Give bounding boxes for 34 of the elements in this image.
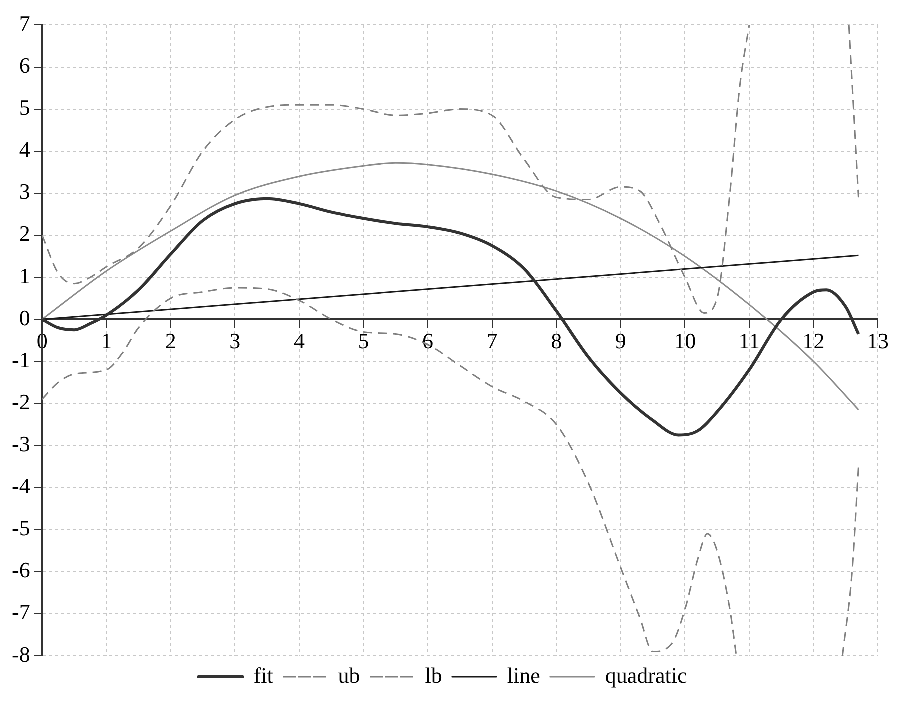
y-tick-label: 5 [19,95,30,120]
x-tick-label: 9 [615,328,626,354]
y-tick-label: 0 [19,305,30,330]
x-tick-label: 2 [165,328,176,354]
x-tick-label: 1 [101,328,112,354]
legend-label: fit [254,662,274,688]
x-tick-label: 10 [674,328,696,354]
y-tick-label: -4 [12,474,30,499]
y-tick-label: -2 [12,389,30,414]
y-tick-label: 1 [19,263,30,288]
y-tick-label: 2 [19,221,30,246]
y-tick-label: -1 [12,347,30,372]
legend-label: lb [425,662,442,688]
legend-label: line [507,662,540,688]
x-tick-label: 7 [486,328,498,354]
y-tick-label: 7 [19,10,30,36]
y-tick-label: 3 [19,179,30,204]
x-tick-label: 5 [358,328,370,354]
y-tick-label: -6 [12,558,30,583]
x-tick-label: 13 [867,328,889,354]
y-tick-label: -5 [12,516,30,541]
y-tick-label: -8 [12,642,30,667]
x-tick-label: 6 [422,328,434,354]
y-tick-label: 6 [19,53,30,78]
x-tick-label: 8 [551,328,562,354]
y-tick-label: -7 [12,600,30,625]
legend-label: quadratic [605,662,688,688]
x-tick-label: 11 [738,328,760,354]
x-tick-label: 3 [230,328,241,354]
x-tick-label: 12 [802,328,825,354]
y-tick-label: 4 [19,137,30,162]
x-tick-label: 4 [294,328,305,354]
y-tick-label: -3 [12,432,30,457]
legend-label: ub [338,662,360,688]
